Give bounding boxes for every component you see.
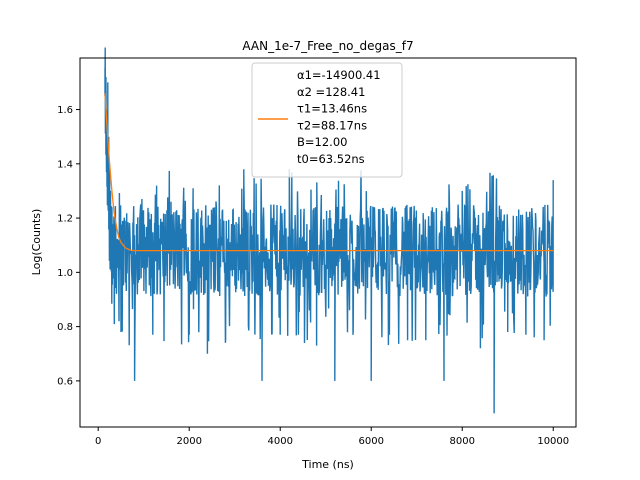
x-tick-label: 10000 — [537, 436, 569, 447]
x-tick-label: 6000 — [359, 436, 384, 447]
legend-entry-fit: α1=-14900.41 α2 =128.41 τ1=13.46ns τ2=88.17… — [297, 68, 381, 166]
y-tick-label: 0.6 — [57, 376, 73, 387]
x-tick-label: 0 — [95, 436, 101, 447]
plot-data — [104, 47, 554, 414]
series-fit-line — [104, 93, 554, 252]
plot-frame — [79, 57, 577, 428]
legend: α1=-14900.41 α2 =128.41 τ1=13.46ns τ2=88.17… — [251, 62, 403, 178]
y-tick-label: 1.4 — [57, 159, 73, 170]
y-axis: 0.6 0.8 1.0 1.2 1.4 1.6 — [57, 105, 80, 387]
x-axis: 0 2000 4000 6000 8000 10000 — [95, 427, 569, 447]
x-tick-label: 4000 — [267, 436, 292, 447]
y-tick-label: 1.0 — [57, 268, 73, 279]
y-axis-label: Log(Counts) — [30, 209, 43, 276]
x-tick-label: 2000 — [176, 436, 201, 447]
x-tick-label: 8000 — [450, 436, 475, 447]
y-tick-label: 1.2 — [57, 214, 73, 225]
chart-title: AAN_1e-7_Free_no_degas_f7 — [242, 39, 413, 53]
x-axis-label: Time (ns) — [301, 458, 354, 471]
series-measured-line — [104, 47, 554, 414]
legend-box — [251, 62, 403, 178]
y-tick-label: 0.8 — [57, 322, 73, 333]
y-tick-label: 1.6 — [57, 105, 73, 116]
